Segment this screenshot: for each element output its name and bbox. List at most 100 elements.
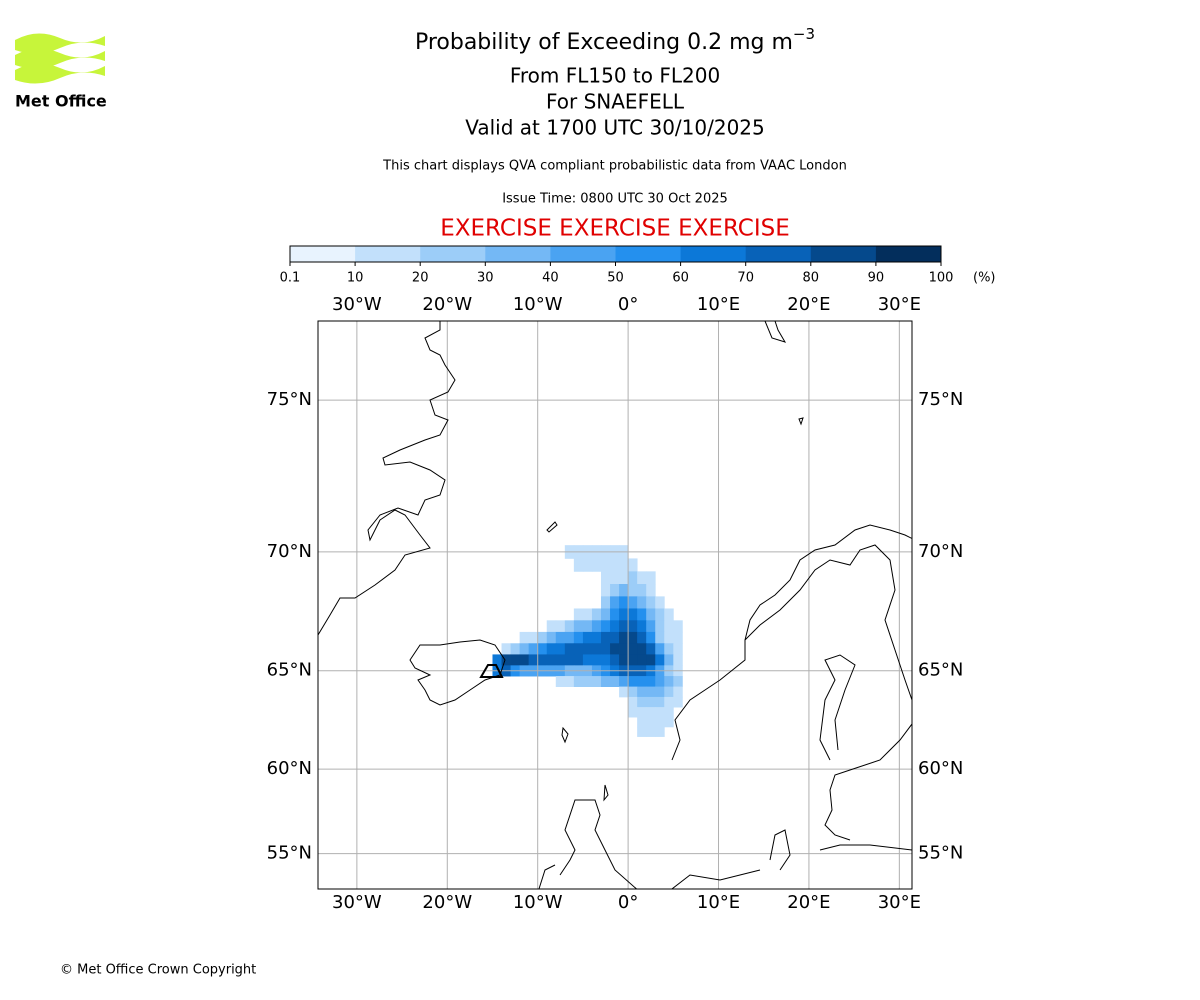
plume-cell [637,584,647,597]
plume-cell [655,631,665,644]
colorbar-segment [810,246,877,262]
island [603,784,609,802]
plume-cell [610,596,620,609]
plume-cell [655,620,665,633]
colorbar-segment [615,246,682,262]
plume-cell [573,643,584,655]
plume-cell [637,717,647,728]
plume-cell [555,676,566,688]
map-frame [317,320,913,890]
copyright: © Met Office Crown Copyright [60,963,256,978]
plume-cell [664,676,674,688]
subtitle: From FL150 to FL200 [510,64,720,88]
plume-cell [646,620,656,633]
logo-wave [15,63,105,84]
island [546,521,558,533]
plume-cell [591,676,602,688]
plume-cell [582,654,593,666]
plume-cell [646,717,656,728]
y-tick-label: 70°N [267,541,312,562]
plume-cell [546,654,557,666]
plume-cell [673,631,683,644]
plume-cell [673,696,683,708]
plume-cell [646,676,656,688]
plume-cell [655,717,665,728]
plume-cell [655,696,665,708]
plume-cell [628,686,638,698]
x-tick-label: 0° [618,294,638,315]
plume-cell [646,707,656,718]
coastline [769,829,791,871]
plume-cell [646,643,656,655]
plume-cell [619,558,629,572]
plume-cell [673,686,683,698]
plume-cell [610,654,620,666]
coastlines [318,321,912,889]
plume-cell [591,620,602,633]
plume-cell [537,654,548,666]
plume [492,545,683,737]
plume-cell [600,620,611,633]
plume-cell [573,620,584,633]
plume-cell [673,654,683,666]
plume-cell [637,654,647,666]
colorbar-segment [485,246,551,262]
plume-cell [610,676,620,688]
coastline [559,799,638,889]
colorbar-segment [745,246,812,262]
plume-cell [619,686,629,698]
y-tick-label: 70°N [918,541,963,562]
plume-cell [628,584,638,597]
plume-cell [610,643,620,655]
plume-cell [664,643,674,655]
coastline [824,723,912,841]
subtitle: Valid at 1700 UTC 30/10/2025 [465,116,765,140]
plume-cell [619,596,629,609]
plume-cell [646,584,656,597]
plume-cell [673,676,683,688]
x-tick-label: 20°E [787,892,830,913]
plume-cell [619,608,629,621]
plume-cell [591,631,602,644]
plume-cell [555,631,566,644]
plume-cell [501,643,511,655]
plume-cell [664,631,674,644]
plume-cell [655,596,665,609]
plume-cell [637,643,647,655]
plume-cell [646,654,656,666]
colorbar-tick-label: 40 [542,271,559,286]
colorbar-segment [875,246,942,262]
x-tick-label: 20°W [422,294,472,315]
colorbar-segment [680,246,747,262]
plume-cell [546,620,557,633]
plume-cell [655,686,665,698]
issue-time: Issue Time: 0800 UTC 30 Oct 2025 [502,192,728,207]
plume-cell [519,654,530,666]
colorbar: 0.1 10 20 30 40 50 60 70 80 90 100 [280,245,953,286]
coastline [671,524,912,761]
y-tick-label: 65°N [267,660,312,681]
title-superscript: −3 [793,25,815,43]
plume-cell [582,558,593,572]
plume-cell [528,654,539,666]
plume-cell [510,654,521,666]
chart-title: Probability of Exceeding 0.2 mg m−3 [415,25,815,56]
exercise-banner: EXERCISE EXERCISE EXERCISE [440,216,790,242]
plume-cell [628,596,638,609]
plume-cell [564,654,575,666]
y-tick-label: 75°N [267,389,312,410]
plume-cell [628,676,638,688]
plume-cell [610,608,620,621]
colorbar-tick-label: 30 [477,271,494,286]
colorbar-tick-label: 20 [412,271,429,286]
plume-cell [582,631,593,644]
island [561,726,569,744]
plume-cell [610,584,620,597]
plume-cell [628,620,638,633]
plume-cell [600,571,611,585]
plume-cell [573,558,584,572]
coastline [819,654,856,761]
plume-cell [564,676,575,688]
plume-cell [610,558,620,572]
plume-cell [619,643,629,655]
